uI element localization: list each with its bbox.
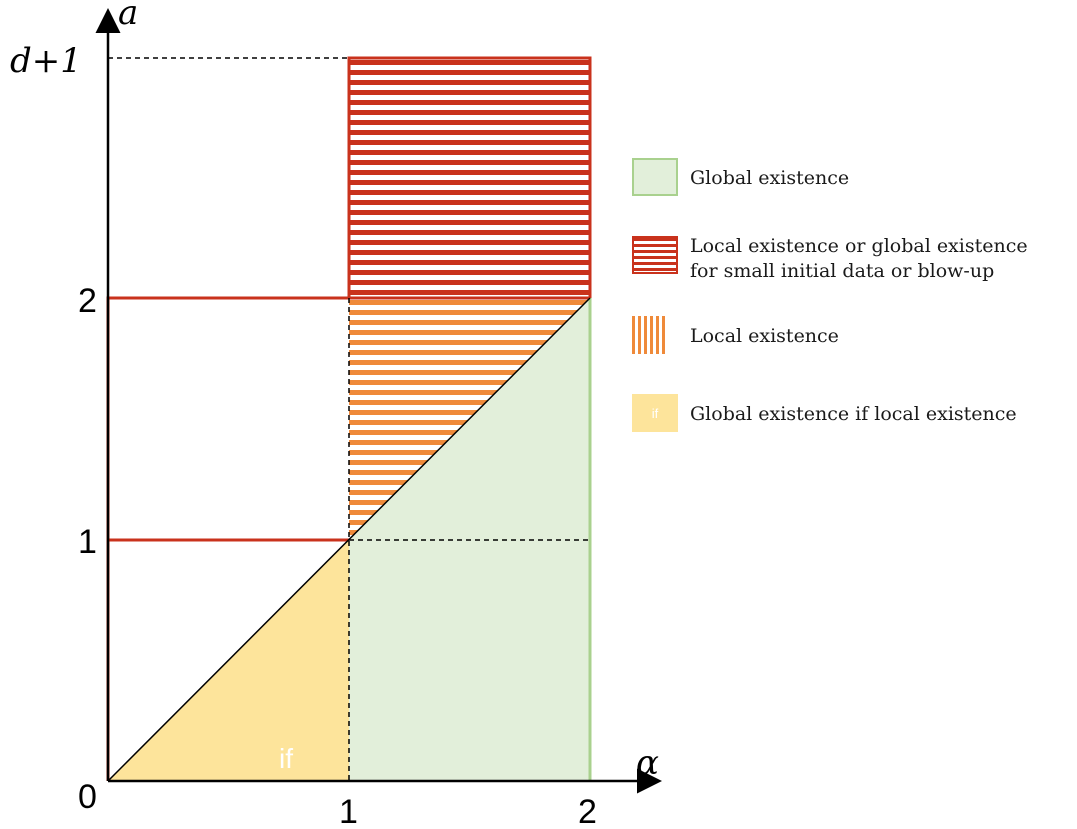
legend-label-orange: Local existence: [690, 325, 839, 347]
y-axis-label: a: [118, 0, 138, 33]
region-if-marker: if: [279, 743, 293, 774]
legend-swatch-red-stripes: [632, 236, 678, 274]
local-or-global-small-data-region: [347, 56, 592, 300]
diagonal-line: [107, 297, 591, 782]
y-tick-1: 1: [78, 523, 97, 561]
legend-swatch-green: [632, 158, 678, 196]
legend-label-global: Global existence: [690, 167, 850, 189]
legend-label-red: Local existence or global existence for …: [690, 235, 1028, 282]
legend-swatch-yellow: if: [632, 394, 678, 432]
x-axis-label: α: [636, 743, 659, 783]
x-tick-1: 1: [339, 793, 358, 829]
legend-swatch-orange-stripes: [632, 316, 666, 354]
y-tick-0: 0: [78, 778, 97, 816]
y-tick-d-plus-1: d+1: [10, 41, 82, 81]
x-tick-2: 2: [578, 793, 597, 829]
y-tick-2: 2: [78, 282, 97, 320]
legend-swatch-marker: if: [651, 405, 659, 421]
legend-label-yellow: Global existence if local existence: [690, 403, 1017, 425]
